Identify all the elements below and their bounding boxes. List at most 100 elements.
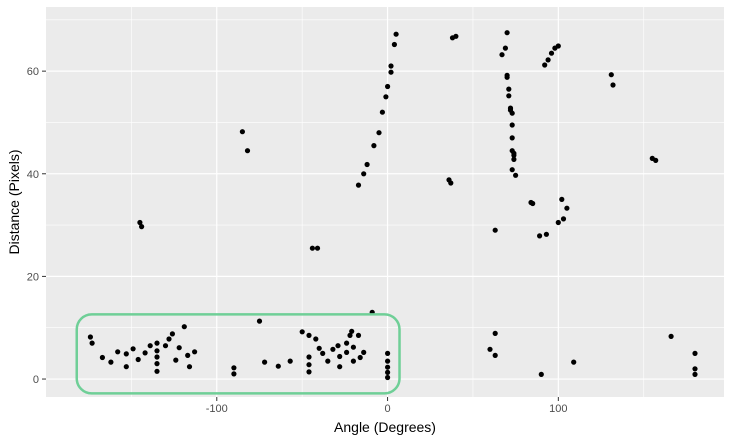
data-point [357,354,363,361]
data-point [154,340,160,346]
data-point [275,363,281,369]
x-tick-label: 100 [549,403,567,415]
data-point [355,182,362,188]
data-point [385,374,391,381]
data-point [181,324,187,330]
y-tick-label: 40 [27,169,39,181]
data-point [355,332,362,338]
data-point [548,50,555,56]
data-point [538,371,544,377]
data-point [325,358,331,364]
data-point [306,332,312,338]
data-point [137,219,143,226]
data-point [154,368,160,374]
data-point [385,350,391,356]
data-point [142,350,148,356]
data-point [448,180,454,186]
data-point [344,340,350,346]
data-point [166,336,172,342]
x-tick-label: -100 [206,403,228,415]
data-point [388,69,394,75]
x-axis-title: Angle (Degrees) [334,419,436,435]
data-point [89,340,95,346]
data-point [108,359,114,365]
data-point [349,328,355,334]
data-point [231,371,237,377]
data-point [335,343,341,349]
data-point [376,130,382,136]
data-point [506,93,512,99]
data-point [337,364,343,370]
data-point [559,196,565,202]
data-point [169,331,175,337]
data-point [545,57,551,63]
data-point [385,83,391,90]
data-point [511,152,517,158]
data-point [330,346,336,352]
data-point [453,33,459,39]
data-point [509,167,515,173]
data-point [383,94,389,100]
data-point [504,30,510,36]
data-point [306,354,312,360]
data-point [379,109,385,115]
highlight-box [75,313,401,395]
data-point [130,346,136,352]
data-point [115,349,121,355]
data-point [256,318,263,324]
data-point [239,129,245,135]
data-point [542,62,548,68]
data-point [123,364,129,370]
data-point [361,171,367,177]
data-point [306,362,312,368]
data-point [388,63,394,69]
data-point [492,330,498,336]
axes: -100 0 100 0 20 40 60 [27,66,568,415]
data-point [316,345,322,351]
data-point [337,353,343,360]
data-point [391,41,397,48]
data-point [314,245,321,251]
data-point [668,333,674,339]
data-point [135,356,141,363]
data-point [506,86,512,92]
data-point [610,82,616,88]
data-point [147,343,153,349]
data-point [555,219,561,226]
data-point [350,344,356,350]
data-point [692,366,698,372]
data-point [608,72,614,78]
data-point [123,351,129,357]
data-point [507,105,514,111]
data-point [364,161,370,168]
data-point [244,148,251,154]
data-point [154,354,160,360]
plot-panel [46,7,724,397]
data-point [511,156,517,162]
data-point [350,358,356,364]
data-point [492,352,498,358]
data-point [306,369,312,375]
data-point [185,352,191,358]
data-point [162,343,169,349]
x-tick-label: 0 [384,403,390,415]
data-points [87,30,698,381]
data-point [653,157,659,163]
data-point [564,205,570,211]
data-point [543,231,550,237]
data-point [560,216,567,222]
data-point [509,135,515,141]
data-point [371,143,377,149]
data-point [186,364,193,370]
data-point [555,43,561,49]
y-tick-label: 60 [27,66,39,78]
data-point [287,358,293,364]
data-point [502,45,508,51]
data-point [393,31,399,37]
data-point [173,357,179,363]
data-point [499,52,505,58]
data-point [692,350,698,356]
data-point [509,110,515,116]
data-point [492,227,498,233]
